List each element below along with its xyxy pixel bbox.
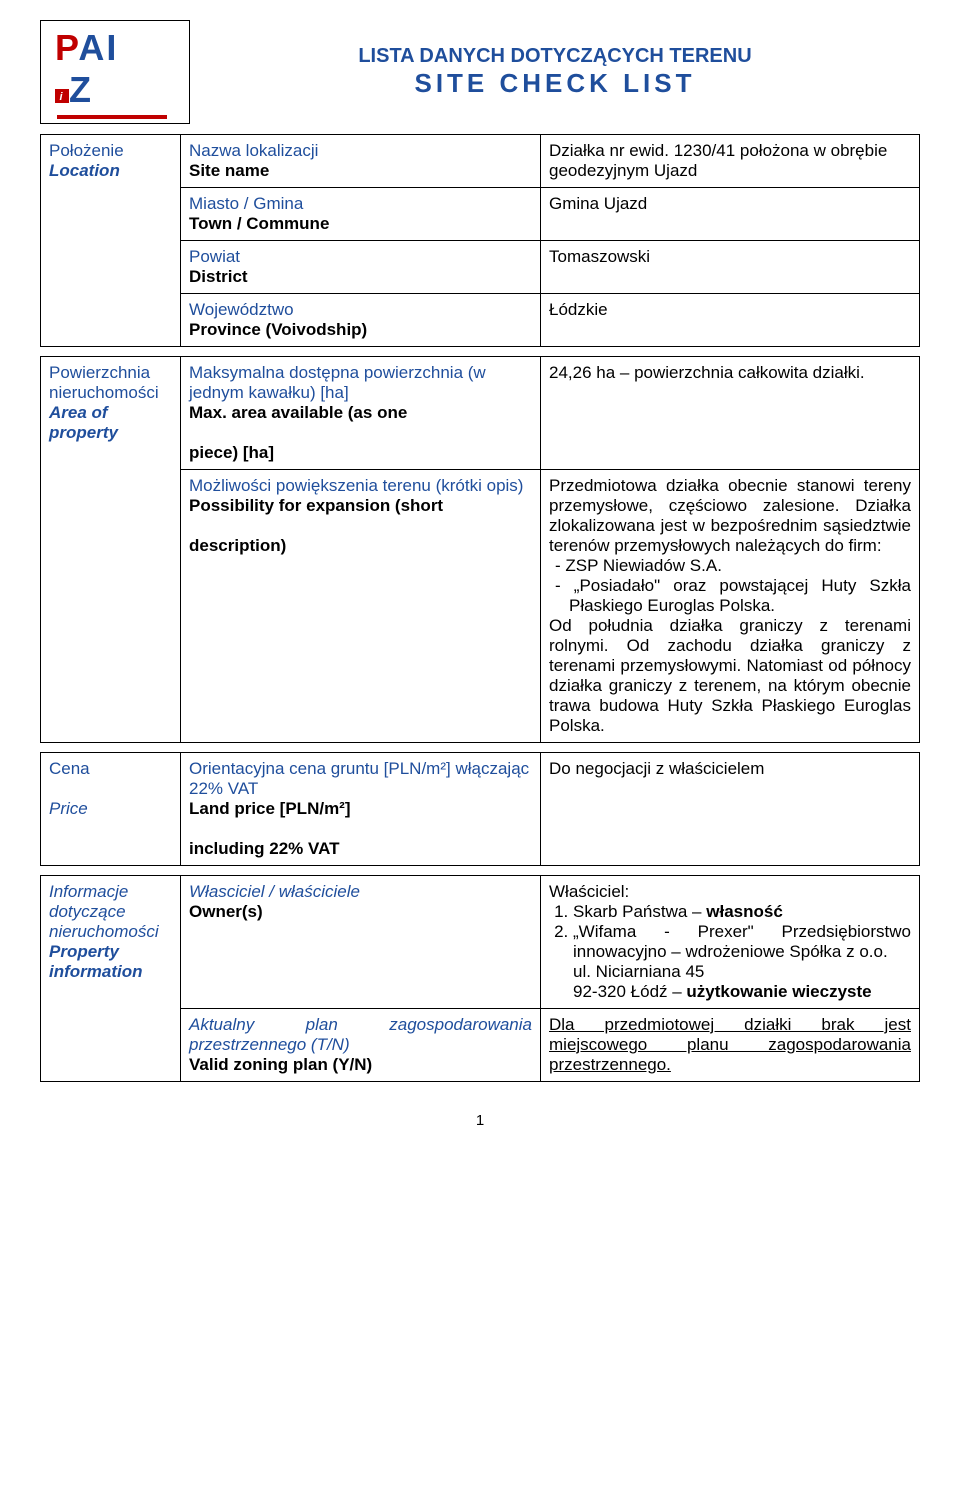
table-row: Cena Price Orientacyjna cena gruntu [PLN… [41, 753, 920, 866]
label-en: piece) [ha] [189, 443, 274, 462]
section-location: Położenie Location [41, 135, 181, 347]
label-pl: Aktualny plan zagospodarowania przestrze… [189, 1015, 532, 1054]
label-pl: Własciciel / właściciele [189, 882, 360, 901]
value-cell: Dla przedmiotowej działki brak jest miej… [541, 1009, 920, 1082]
owner-head: Właściciel: [549, 882, 629, 901]
expansion-list: ZSP Niewiadów S.A. „Posiadało" oraz pows… [549, 556, 911, 616]
logo-letter-p: P [55, 27, 78, 68]
paiz-logo: PAI iZ [55, 27, 175, 117]
section-label-pl: Powierzchnia nieruchomości [49, 363, 159, 402]
section-label-pl: Położenie [49, 141, 124, 160]
list-item: „Posiadało" oraz powstającej Huty Szkła … [569, 576, 911, 616]
label-cell: Orientacyjna cena gruntu [PLN/m²] włącza… [181, 753, 541, 866]
label-cell: Własciciel / właściciele Owner(s) [181, 876, 541, 1009]
label-pl: Miasto / Gmina [189, 194, 303, 213]
list-item: ZSP Niewiadów S.A. [569, 556, 911, 576]
label-en: Valid zoning plan (Y/N) [189, 1055, 372, 1074]
value-cell: Gmina Ujazd [541, 188, 920, 241]
label-en: description) [189, 536, 286, 555]
section-label-pl: Informacje dotyczące nieruchomości [49, 882, 159, 941]
section-label-en: Location [49, 161, 120, 180]
label-pl: Możliwości powiększenia terenu (krótki o… [189, 476, 523, 495]
label-pl: Powiat [189, 247, 240, 266]
label-pl: Nazwa lokalizacji [189, 141, 318, 160]
label-en: Land price [PLN/m²] [189, 799, 351, 818]
value-cell: Przedmiotowa działka obecnie stanowi ter… [541, 470, 920, 743]
table-row: Informacje dotyczące nieruchomości Prope… [41, 876, 920, 1009]
value-cell: Łódzkie [541, 294, 920, 347]
table-row: Położenie Location Nazwa lokalizacji Sit… [41, 135, 920, 188]
spacer-row [41, 743, 920, 753]
expansion-outro: Od południa działka graniczy z terenami … [549, 616, 911, 735]
info-dot-icon: i [55, 89, 69, 103]
main-table: Położenie Location Nazwa lokalizacji Sit… [40, 134, 920, 1082]
label-en: including 22% VAT [189, 839, 340, 858]
expansion-intro: Przedmiotowa działka obecnie stanowi ter… [549, 476, 911, 555]
label-pl: Województwo [189, 300, 294, 319]
title-en: SITE CHECK LIST [414, 68, 695, 99]
value-cell: Działka nr ewid. 1230/41 położona w obrę… [541, 135, 920, 188]
logo-letter-z: Z [69, 69, 93, 110]
owner-list: Skarb Państwa – własność „Wifama - Prexe… [549, 902, 911, 1002]
svg-text:i: i [59, 91, 64, 103]
title-pl: LISTA DANYCH DOTYCZĄCYCH TERENU [358, 45, 751, 68]
section-price: Cena Price [41, 753, 181, 866]
section-label-en: Area of property [49, 403, 118, 442]
label-en: Owner(s) [189, 902, 263, 921]
spacer-row [41, 347, 920, 357]
value-cell: Do negocjacji z właścicielem [541, 753, 920, 866]
label-cell: Powiat District [181, 241, 541, 294]
value-cell: 24,26 ha – powierzchnia całkowita działk… [541, 357, 920, 470]
section-area: Powierzchnia nieruchomości Area of prope… [41, 357, 181, 743]
label-en: Town / Commune [189, 214, 329, 233]
label-cell: Aktualny plan zagospodarowania przestrze… [181, 1009, 541, 1082]
table-row: Powierzchnia nieruchomości Area of prope… [41, 357, 920, 470]
value-cell: Właściciel: Skarb Państwa – własność „Wi… [541, 876, 920, 1009]
label-pl: Maksymalna dostępna powierzchnia (w jedn… [189, 363, 486, 402]
label-cell: Nazwa lokalizacji Site name [181, 135, 541, 188]
logo-letter-i: I [106, 27, 118, 68]
label-en: Max. area available (as one [189, 403, 407, 422]
label-cell: Maksymalna dostępna powierzchnia (w jedn… [181, 357, 541, 470]
logo-cell: PAI iZ [40, 20, 190, 124]
label-en: Province (Voivodship) [189, 320, 367, 339]
section-label-en: Price [49, 799, 88, 818]
title-cell: LISTA DANYCH DOTYCZĄCYCH TERENU SITE CHE… [190, 20, 920, 124]
header: PAI iZ LISTA DANYCH DOTYCZĄCYCH TERENU S… [40, 20, 920, 124]
label-en: Possibility for expansion (short [189, 496, 443, 515]
list-item: Skarb Państwa – własność [573, 902, 911, 922]
logo-underline [57, 115, 167, 119]
label-pl: Orientacyjna cena gruntu [PLN/m²] włącza… [189, 759, 529, 798]
value-cell: Tomaszowski [541, 241, 920, 294]
section-label-en: Property information [49, 942, 143, 981]
spacer-row [41, 866, 920, 876]
page-number: 1 [40, 1112, 920, 1129]
section-label-pl: Cena [49, 759, 90, 778]
label-en: District [189, 267, 248, 286]
label-en: Site name [189, 161, 269, 180]
label-cell: Województwo Province (Voivodship) [181, 294, 541, 347]
label-cell: Miasto / Gmina Town / Commune [181, 188, 541, 241]
logo-letter-a: A [78, 27, 106, 68]
section-info: Informacje dotyczące nieruchomości Prope… [41, 876, 181, 1082]
list-item: „Wifama - Prexer" Przedsiębiorstwo innow… [573, 922, 911, 1002]
label-cell: Możliwości powiększenia terenu (krótki o… [181, 470, 541, 743]
